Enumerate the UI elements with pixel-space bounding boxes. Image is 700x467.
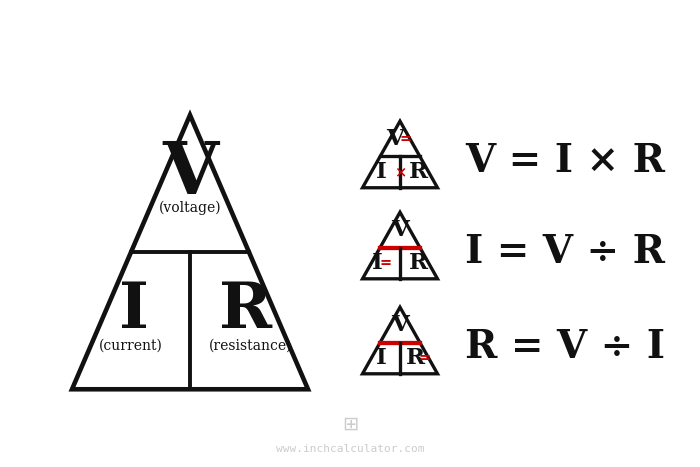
Text: R: R	[406, 347, 425, 369]
Text: R: R	[410, 161, 428, 183]
Text: www.inchcalculator.com: www.inchcalculator.com	[276, 444, 424, 454]
Text: (voltage): (voltage)	[159, 201, 221, 215]
Text: R: R	[219, 280, 272, 341]
Text: I: I	[376, 347, 386, 369]
Text: (resistance): (resistance)	[209, 338, 293, 352]
Text: V: V	[391, 219, 409, 241]
Text: I = V ÷ R: I = V ÷ R	[465, 233, 665, 271]
Text: V: V	[162, 138, 218, 209]
Text: =: =	[380, 256, 392, 270]
Text: ⊞: ⊞	[342, 415, 358, 434]
Text: =: =	[419, 351, 431, 365]
Text: V = I × R: V = I × R	[465, 142, 665, 180]
Text: R: R	[410, 252, 428, 274]
Text: Ohm’s Law Triangle: Ohm’s Law Triangle	[105, 26, 595, 74]
Text: (current): (current)	[99, 338, 163, 352]
Text: V: V	[386, 128, 404, 150]
Text: =: =	[400, 132, 412, 146]
Text: I: I	[119, 280, 149, 341]
Text: ×: ×	[394, 165, 406, 179]
Text: I: I	[376, 161, 386, 183]
Text: V: V	[391, 314, 409, 336]
Text: R = V ÷ I: R = V ÷ I	[465, 328, 665, 366]
Text: I: I	[372, 252, 382, 274]
